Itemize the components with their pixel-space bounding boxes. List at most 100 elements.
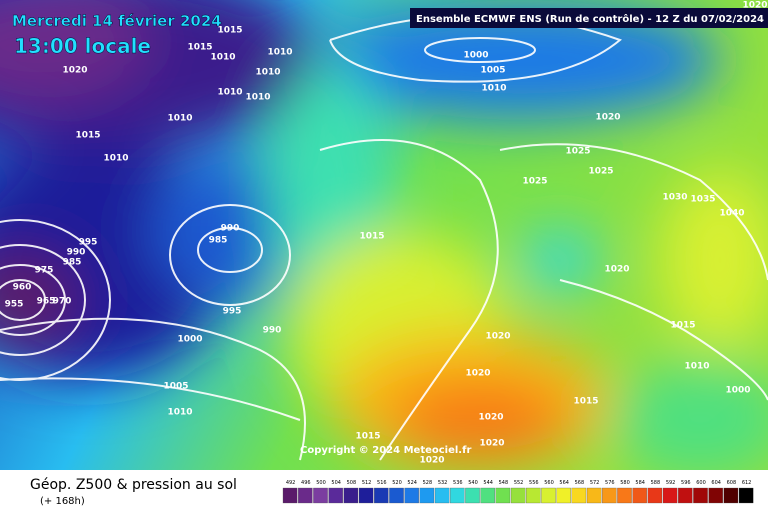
scale-label: 524	[407, 480, 417, 486]
scale-label: 584	[635, 480, 645, 486]
scale-swatch	[298, 487, 313, 504]
isobar-label: 965	[37, 297, 56, 307]
date-label: Mercredi 14 février 2024	[12, 12, 222, 30]
scale-swatch	[374, 487, 389, 504]
isobar-label: 1020	[742, 1, 767, 11]
scale-label: 504	[331, 480, 341, 486]
isobar-label: 1015	[359, 232, 384, 242]
isobar-label: 1000	[725, 386, 750, 396]
scale-swatch	[495, 487, 511, 504]
scale-swatch	[510, 487, 526, 504]
isobar-label: 1025	[588, 167, 613, 177]
scale-swatch	[586, 487, 602, 504]
scale-swatch	[738, 487, 754, 504]
isobar-label: 995	[223, 307, 242, 317]
scale-swatch	[313, 487, 328, 504]
isobar-label: 1010	[167, 114, 192, 124]
scale-label: 516	[377, 480, 387, 486]
scale-swatch	[358, 487, 374, 504]
isobar-label: 1020	[465, 369, 490, 379]
scale-label: 528	[423, 480, 433, 486]
scale-swatch	[419, 487, 435, 504]
scale-label: 552	[514, 480, 524, 486]
scale-label: 540	[468, 480, 478, 486]
isobar-label: 1020	[419, 456, 444, 466]
isobar-label: 1010	[103, 154, 128, 164]
isobar-label: 1015	[355, 432, 380, 442]
isobar-label: 955	[5, 300, 24, 310]
scale-label: 492	[286, 480, 296, 486]
header-box	[410, 8, 768, 28]
isobar-label: 1005	[163, 382, 188, 392]
scale-swatch	[328, 487, 343, 504]
color-scale: 492 496 500 504 508 512 516 520 524 528 532 536 540 5…	[282, 480, 754, 504]
isobar-label: 1020	[478, 413, 503, 423]
scale-swatch	[541, 487, 556, 504]
scale-label: 564	[559, 480, 569, 486]
isobar-label: 1000	[463, 51, 488, 61]
scale-label: 532	[438, 480, 448, 486]
isobar-label: 1010	[245, 93, 270, 103]
scale-swatch	[693, 487, 708, 504]
scale-swatch	[343, 487, 359, 504]
isobar-label: 1035	[690, 195, 715, 205]
scale-label: 612	[742, 480, 752, 486]
scale-label: 556	[529, 480, 539, 486]
isobar-label: 1020	[604, 265, 629, 275]
isobar-label: 1020	[479, 439, 504, 449]
scale-swatch	[282, 487, 298, 504]
scale-label: 572	[590, 480, 600, 486]
scale-label: 592	[666, 480, 676, 486]
legend-subtitle: (+ 168h)	[40, 496, 85, 507]
isobar-label: 1020	[485, 332, 510, 342]
copyright: Copyright © 2024 Meteociel.fr	[300, 445, 471, 456]
isobar-label: 1015	[75, 131, 100, 141]
isobar-label: 1000	[177, 335, 202, 345]
scale-label: 588	[651, 480, 661, 486]
map-field: 1015 1015 1010 1010 1010 1020 1010 1010 1010 1015…	[0, 0, 768, 480]
scale-swatch	[708, 487, 723, 504]
isobar-label: 1025	[565, 147, 590, 157]
isobar-label: 1015	[573, 397, 598, 407]
scale-label: 600	[696, 480, 706, 486]
model-info: Ensemble ECMWF ENS (Run de contrôle) - 1…	[416, 13, 764, 25]
scale-swatch	[678, 487, 693, 504]
scale-swatch	[556, 487, 571, 504]
isobar-label: 1010	[267, 48, 292, 58]
scale-label: 520	[392, 480, 402, 486]
scale-swatch	[571, 487, 587, 504]
scale-label: 512	[362, 480, 372, 486]
scale-label: 576	[605, 480, 615, 486]
scale-swatch	[632, 487, 647, 504]
isobar-label: 1030	[662, 193, 687, 203]
scale-swatch	[389, 487, 404, 504]
isobar-label: 1015	[187, 43, 212, 53]
scale-swatch	[465, 487, 480, 504]
isobar-label: 990	[221, 224, 240, 234]
isobar-label: 995	[79, 238, 98, 248]
scale-label: 604	[711, 480, 721, 486]
scale-swatch	[602, 487, 617, 504]
scale-label: 496	[301, 480, 311, 486]
scale-swatch	[526, 487, 541, 504]
scale-swatch	[450, 487, 465, 504]
isobar-label: 1015	[670, 321, 695, 331]
isobar-label: 1040	[719, 209, 744, 219]
isobar-label: 985	[63, 258, 82, 268]
scale-label: 568	[575, 480, 585, 486]
scale-swatch	[617, 487, 632, 504]
isobar-label: 1020	[62, 66, 87, 76]
scale-label: 596	[681, 480, 691, 486]
isobar-label: 970	[53, 297, 72, 307]
isobar-label: 990	[263, 326, 282, 336]
scale-label: 608	[727, 480, 737, 486]
isobar-label: 1010	[684, 362, 709, 372]
scale-label: 560	[544, 480, 554, 486]
scale-label: 544	[483, 480, 493, 486]
scale-swatch	[434, 487, 450, 504]
scale-label: 536	[453, 480, 463, 486]
scale-label: 500	[316, 480, 326, 486]
legend-title: Géop. Z500 & pression au sol	[30, 477, 237, 493]
scale-swatch	[647, 487, 663, 504]
isobar-label: 1010	[481, 84, 506, 94]
